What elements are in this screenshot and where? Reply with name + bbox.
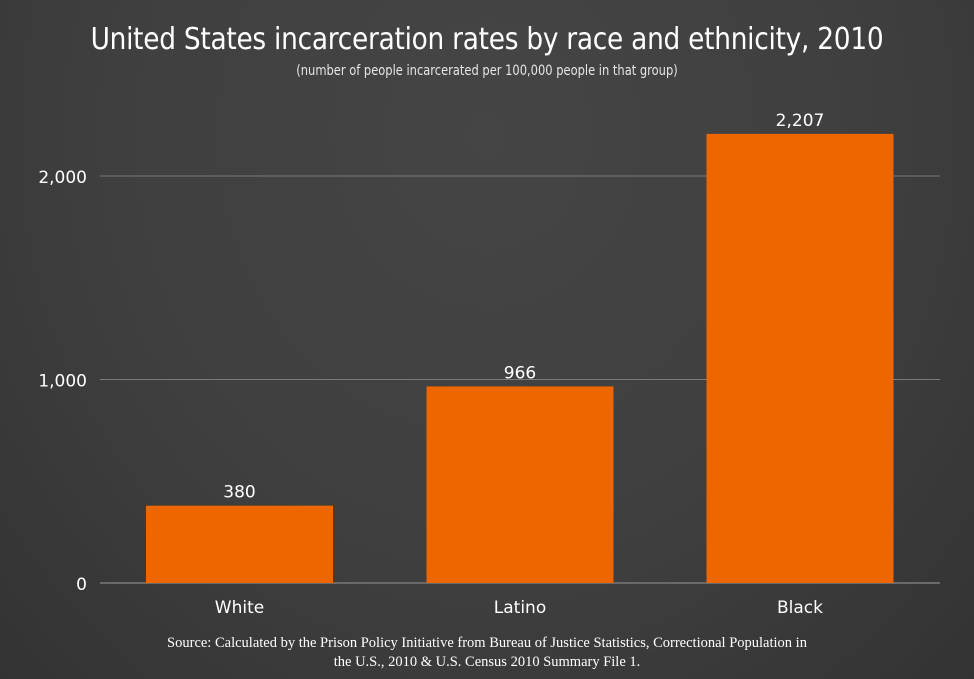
x-axis-ticks: White Latino Black: [215, 598, 823, 618]
x-tick-label: Latino: [494, 598, 546, 618]
chart-title: United States incarceration rates by rac…: [90, 22, 884, 57]
bar-latino: [426, 386, 614, 583]
chart-subtitle: (number of people incarcerated per 100,0…: [296, 63, 678, 79]
bar-white: [146, 505, 333, 583]
source-note: Source: Calculated by the Prison Policy …: [40, 634, 934, 672]
value-label: 966: [504, 363, 536, 383]
y-tick-label: 2,000: [38, 168, 87, 188]
x-tick-label: Black: [777, 598, 823, 618]
value-labels: 380 966 2,207: [223, 111, 824, 503]
bars: [146, 133, 894, 584]
y-tick-label: 1,000: [38, 372, 87, 392]
source-line-1: Source: Calculated by the Prison Policy …: [167, 635, 807, 651]
source-line-2: the U.S., 2010 & U.S. Census 2010 Summar…: [333, 654, 641, 670]
y-tick-label: 0: [76, 575, 87, 595]
y-axis-ticks: 0 1,000 2,000: [38, 168, 87, 595]
x-tick-label: White: [215, 598, 264, 618]
value-label: 380: [223, 483, 255, 503]
bar-black: [706, 133, 894, 584]
value-label: 2,207: [776, 111, 825, 131]
